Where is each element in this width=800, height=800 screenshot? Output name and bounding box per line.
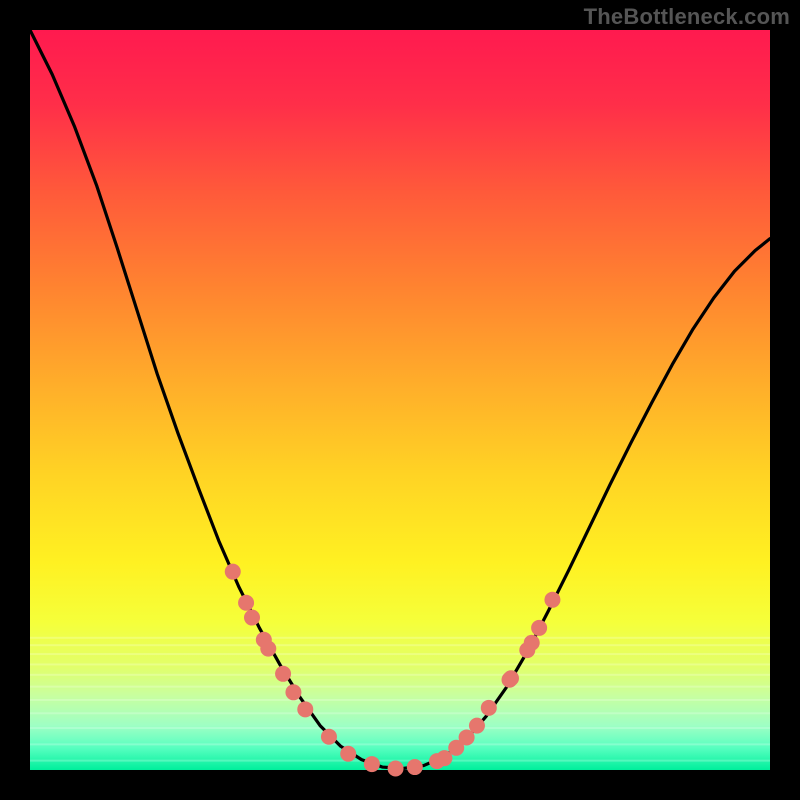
bottom-stripe (30, 653, 770, 655)
scatter-point (531, 620, 547, 636)
scatter-point (388, 761, 404, 777)
scatter-point (503, 670, 519, 686)
scatter-point (275, 666, 291, 682)
bottom-stripe (30, 727, 770, 729)
bottom-stripe (30, 699, 770, 701)
bottom-stripe (30, 743, 770, 745)
scatter-point (407, 759, 423, 775)
bottom-stripe (30, 686, 770, 688)
scatter-point (469, 718, 485, 734)
scatter-point (481, 700, 497, 716)
bottom-stripe (30, 644, 770, 646)
scatter-point (364, 756, 380, 772)
scatter-point (524, 635, 540, 651)
scatter-point (544, 592, 560, 608)
scatter-point (225, 564, 241, 580)
scatter-point (285, 684, 301, 700)
scatter-point (244, 610, 260, 626)
watermark-text: TheBottleneck.com (584, 4, 790, 30)
scatter-point (340, 746, 356, 762)
scatter-point (260, 641, 276, 657)
scatter-point (297, 701, 313, 717)
scatter-point (321, 729, 337, 745)
bottom-stripe (30, 760, 770, 762)
bottom-stripe (30, 637, 770, 639)
bottleneck-chart (0, 0, 800, 800)
bottom-stripe (30, 712, 770, 714)
bottom-stripe (30, 663, 770, 665)
bottom-stripe (30, 674, 770, 676)
scatter-point (238, 595, 254, 611)
plot-bg-gradient (30, 30, 770, 770)
